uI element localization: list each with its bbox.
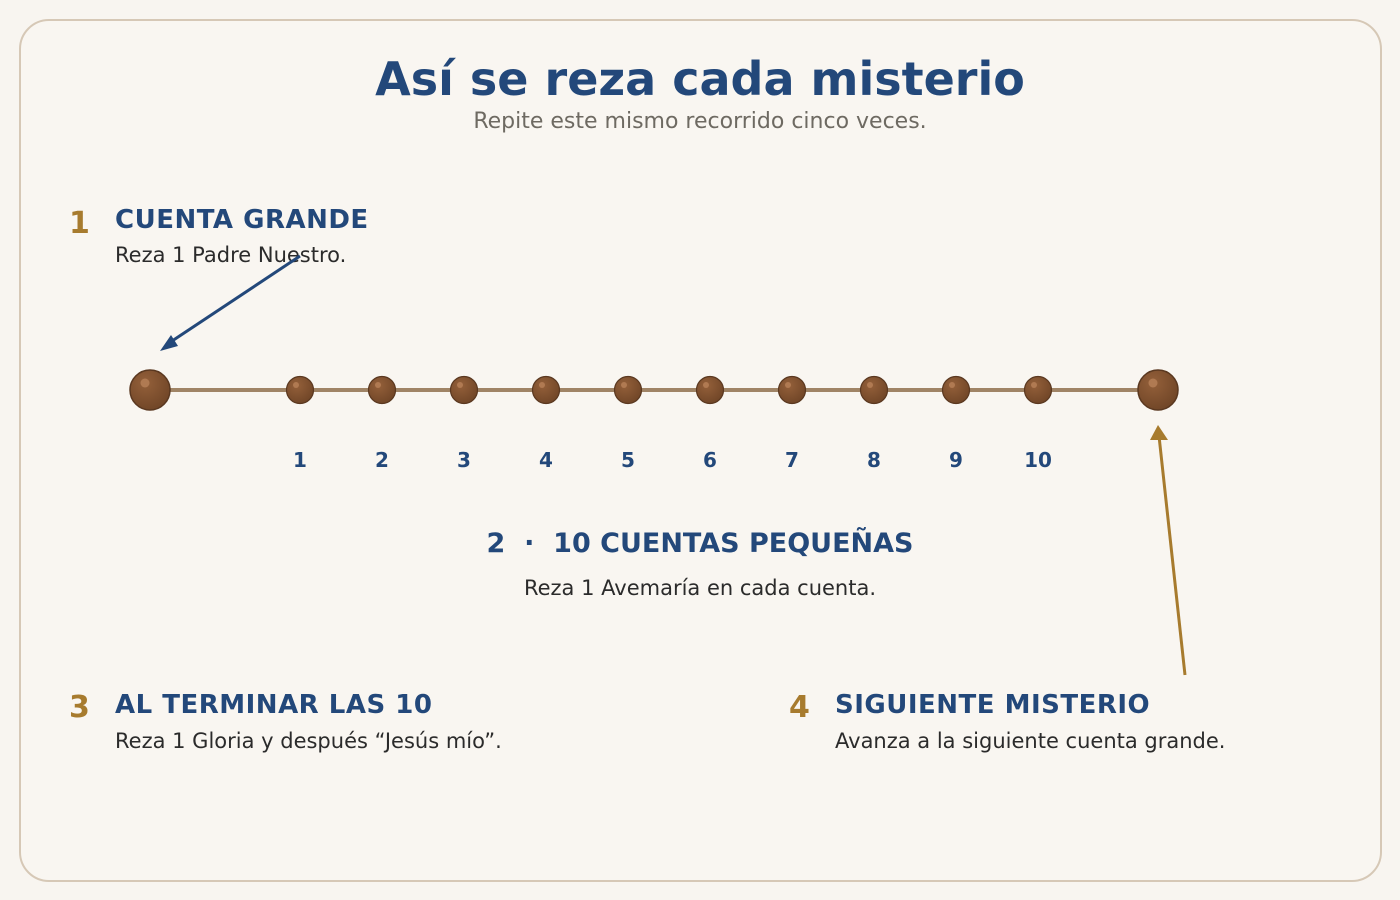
step-3-text: Reza 1 Gloria y después “Jesús mío”. xyxy=(115,729,502,753)
bead-number-label: 8 xyxy=(867,448,881,472)
small-bead xyxy=(285,375,315,405)
step-1-heading: CUENTA GRANDE xyxy=(115,205,369,235)
bead-number-label: 2 xyxy=(375,448,389,472)
small-beads xyxy=(285,375,1053,405)
small-bead xyxy=(613,375,643,405)
small-bead xyxy=(859,375,889,405)
step-4-number: 4 xyxy=(789,690,810,725)
arrow-to-next-bead xyxy=(1150,425,1187,676)
small-bead xyxy=(941,375,971,405)
page-title: Así se reza cada misterio xyxy=(375,52,1025,106)
arrow-to-first-bead xyxy=(160,254,301,351)
small-bead xyxy=(1023,375,1053,405)
bead-number-label: 5 xyxy=(621,448,635,472)
bead-number-label: 9 xyxy=(949,448,963,472)
step-4-text: Avanza a la siguiente cuenta grande. xyxy=(835,729,1226,753)
step-2-text: Reza 1 Avemaría en cada cuenta. xyxy=(523,576,877,600)
bead-number-label: 1 xyxy=(293,448,307,472)
step-4-heading: SIGUIENTE MISTERIO xyxy=(835,690,1151,720)
small-bead xyxy=(531,375,561,405)
bead-number-label: 3 xyxy=(457,448,471,472)
page-subtitle: Repite este mismo recorrido cinco veces. xyxy=(473,109,927,134)
small-bead xyxy=(777,375,807,405)
step-3-heading: AL TERMINAR LAS 10 xyxy=(115,690,433,720)
card-frame xyxy=(19,19,1382,882)
step-1-text: Reza 1 Padre Nuestro. xyxy=(115,243,347,267)
small-bead xyxy=(449,375,479,405)
bead-number-label: 6 xyxy=(703,448,717,472)
step-3-number: 3 xyxy=(69,690,90,725)
small-bead xyxy=(367,375,397,405)
small-bead xyxy=(695,375,725,405)
bead-number-label: 4 xyxy=(539,448,553,472)
large-bead-next xyxy=(1137,369,1179,411)
bead-number-labels: 1 2 3 4 5 6 7 8 9 10 xyxy=(293,448,1052,472)
bead-number-label: 7 xyxy=(785,448,799,472)
step-1-number: 1 xyxy=(69,206,90,241)
step-2-heading: 2 · 10 CUENTAS PEQUEÑAS xyxy=(486,528,914,559)
large-bead-start xyxy=(129,369,171,411)
bead-number-label: 10 xyxy=(1024,448,1052,472)
